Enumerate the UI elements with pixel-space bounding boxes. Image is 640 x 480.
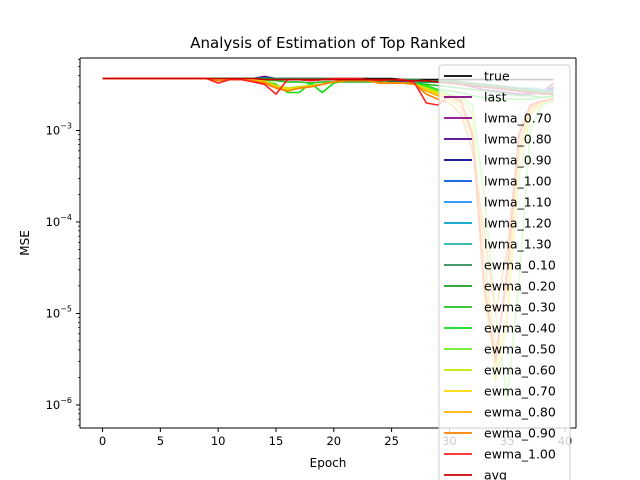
y-axis-ticks: 10−610−510−410−3 [46,58,80,426]
x-tick-label: 5 [157,434,164,448]
y-tick-label: 10−6 [46,396,72,412]
y-tick-base: 10 [46,215,61,229]
legend-label: true [484,69,510,84]
legend-label: ewma_0.50 [484,342,556,357]
x-axis-label: Epoch [310,456,347,470]
legend-label: lwma_0.80 [484,132,552,147]
x-tick-label: 15 [269,434,284,448]
x-tick-label: 25 [384,434,399,448]
y-tick-exponent: −3 [60,121,72,130]
legend-label: lwma_1.20 [484,216,552,231]
legend-label: ewma_0.20 [484,279,556,294]
axes-spines [79,57,577,429]
legend-label: lwma_1.00 [484,174,552,189]
y-tick-label: 10−4 [46,213,72,229]
x-tick-label: 0 [99,434,106,448]
legend-label: ewma_0.60 [484,363,556,378]
legend-label: avg [484,468,507,480]
y-tick-base: 10 [46,306,61,320]
legend-label: last [484,90,507,105]
y-axis-label: MSE [18,230,32,256]
y-tick-exponent: −5 [60,304,72,313]
chart-title: Analysis of Estimation of Top Ranked [190,34,465,52]
legend-label: ewma_0.30 [484,300,556,315]
y-tick-label: 10−3 [46,121,72,137]
legend-label: ewma_0.40 [484,321,556,336]
x-tick-label: 20 [326,434,341,448]
legend-label: lwma_1.30 [484,237,552,252]
legend-label: lwma_1.10 [484,195,552,210]
x-tick-label: 10 [211,434,226,448]
legend-label: ewma_0.90 [484,426,556,441]
y-tick-base: 10 [46,398,61,412]
y-tick-label: 10−5 [46,304,72,320]
legend-frame [438,64,571,480]
legend-label: lwma_0.90 [484,153,552,168]
legend-items: true last lwma_0.70 lwma_0.80 lwma_0.90 lwma_… [444,69,556,480]
y-tick-exponent: −4 [60,213,72,222]
y-tick-base: 10 [46,123,61,137]
y-tick-exponent: −6 [60,396,72,405]
legend-label: ewma_1.00 [484,447,556,462]
legend-label: ewma_0.80 [484,405,556,420]
legend-label: ewma_0.10 [484,258,556,273]
legend-label: lwma_0.70 [484,111,552,126]
legend: true last lwma_0.70 lwma_0.80 lwma_0.90 lwma_… [438,64,571,480]
legend-label: ewma_0.70 [484,384,556,399]
